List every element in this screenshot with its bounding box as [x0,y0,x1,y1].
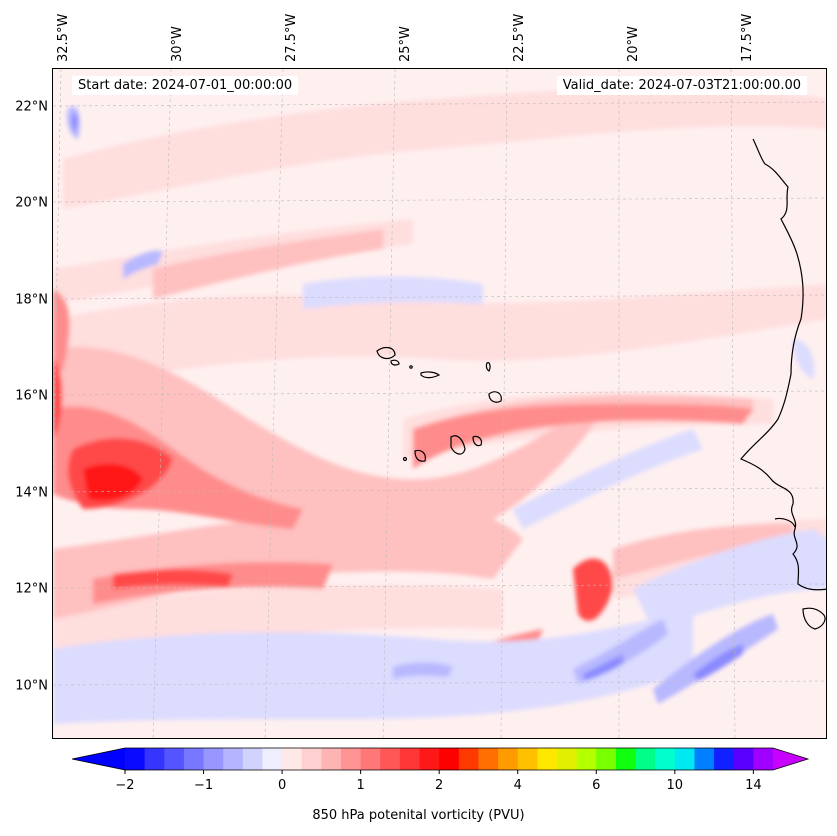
pv-field-shapes [53,87,826,724]
colorbar-swatch [537,748,558,770]
colorbar-tick-label: −2 [115,778,134,793]
colorbar-swatch [341,748,362,770]
colorbar-swatch [615,748,637,770]
lat-label: 14°N [15,485,48,501]
colorbar-label: 850 hPa potenital vorticity (PVU) [312,808,525,823]
colorbar-swatch [183,748,205,770]
colorbar-tick-label: 4 [514,778,522,793]
colorbar-swatch [753,748,774,770]
colorbar-under-triangle [72,748,125,770]
graticule [53,69,826,738]
map-panel[interactable] [52,68,827,739]
colorbar-swatch [439,748,460,770]
lon-label: 32.5°W [56,13,71,62]
colorbar-swatch [557,748,578,770]
lat-label: 16°N [15,388,48,404]
colorbar-swatch [674,748,695,770]
pv-contour-map [53,69,826,738]
lon-label: 30°W [169,26,185,62]
colorbar-swatch [164,748,185,770]
colorbar-swatch [498,748,519,770]
colorbar-tick-label: −1 [194,778,213,793]
colorbar-swatch [458,748,479,770]
lat-label: 12°N [15,581,48,597]
cape-verde-islands [376,346,502,462]
colorbar-tick-label: 6 [592,778,600,793]
colorbar-swatch [517,748,538,770]
colorbar-swatch [635,748,656,770]
colorbar: −2 −1 0 1 2 4 6 10 14 [71,747,810,793]
lat-label: 18°N [15,292,48,308]
colorbar-swatch [360,748,381,770]
colorbar-swatch [399,748,421,770]
colorbar-tick-label: 0 [278,778,286,793]
colorbar-swatch [596,748,617,770]
colorbar-swatch [714,748,735,770]
colorbar-tick-label: 14 [745,778,762,793]
coastline [740,138,826,630]
colorbar-swatch [282,748,303,770]
lon-label: 27.5°W [283,13,299,62]
colorbar-swatch [478,748,499,770]
lat-label: 10°N [15,678,48,694]
colorbar-swatch [655,748,676,770]
colorbar-swatch [262,748,283,770]
colorbar-swatch [419,748,440,770]
colorbar-tick-label: 2 [435,778,443,793]
colorbar-swatch [380,748,401,770]
colorbar-swatch [125,748,146,770]
lat-label: 20°N [15,195,48,211]
lon-label: 25°W [397,26,413,62]
colorbar-swatch [733,748,754,770]
colorbar-swatch [223,748,244,770]
colorbar-swatch [203,748,224,770]
colorbar-tick-label: 10 [667,778,684,793]
colorbar-swatch [576,748,597,770]
start-date-label: Start date: 2024-07-01_00:00:00 [72,76,299,95]
lon-label: 20°W [625,26,641,62]
colorbar-over-triangle [773,748,808,770]
colorbar-tick-label: 1 [356,778,364,793]
valid-date-label: Valid_date: 2024-07-03T21:00:00.00 [556,76,807,95]
lon-label: 22.5°W [511,13,527,62]
colorbar-swatch [694,748,715,770]
lon-label: 17.5°W [739,13,755,62]
colorbar-swatch [144,748,165,770]
colorbar-swatch [242,748,263,770]
colorbar-swatch [301,748,322,770]
lat-label: 22°N [15,99,48,115]
colorbar-swatch [321,748,342,770]
